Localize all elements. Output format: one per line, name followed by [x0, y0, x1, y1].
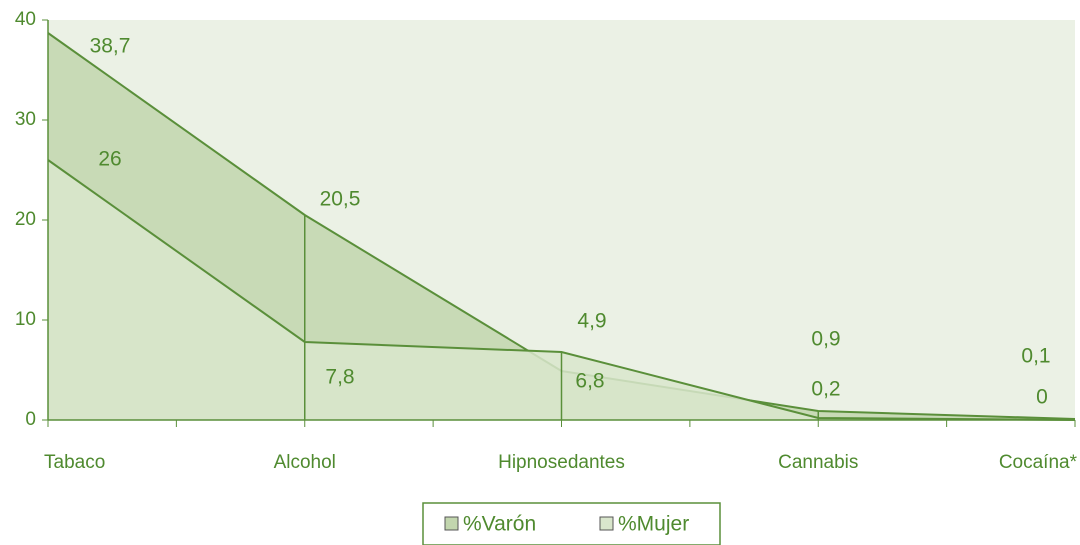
legend-label: %Varón: [463, 513, 536, 536]
legend-label: %Mujer: [618, 513, 689, 536]
legend-box: [422, 502, 721, 545]
data-label: 0,9: [811, 328, 840, 351]
x-tick-label: Cocaína*: [999, 452, 1078, 473]
data-label: 26: [98, 148, 121, 171]
x-tick-label: Cannabis: [778, 452, 858, 473]
y-tick-label: 10: [15, 309, 36, 330]
data-label: 38,7: [90, 35, 131, 58]
y-tick-label: 40: [15, 9, 36, 30]
y-tick-label: 30: [15, 109, 36, 130]
data-label: 0,2: [811, 378, 840, 401]
data-label: 7,8: [325, 366, 354, 389]
data-label: 0,1: [1021, 345, 1050, 368]
legend-swatch: [444, 516, 459, 531]
x-tick-label: Tabaco: [44, 452, 105, 473]
legend-swatch: [599, 516, 614, 531]
data-label: 4,9: [577, 310, 606, 333]
x-tick-label: Alcohol: [274, 452, 336, 473]
x-tick-label: Hipnosedantes: [498, 452, 625, 473]
data-label: 20,5: [320, 188, 361, 211]
data-label: 6,8: [575, 370, 604, 393]
y-tick-label: 20: [15, 209, 36, 230]
data-label: 0: [1036, 386, 1048, 409]
y-tick-label: 0: [25, 409, 36, 430]
